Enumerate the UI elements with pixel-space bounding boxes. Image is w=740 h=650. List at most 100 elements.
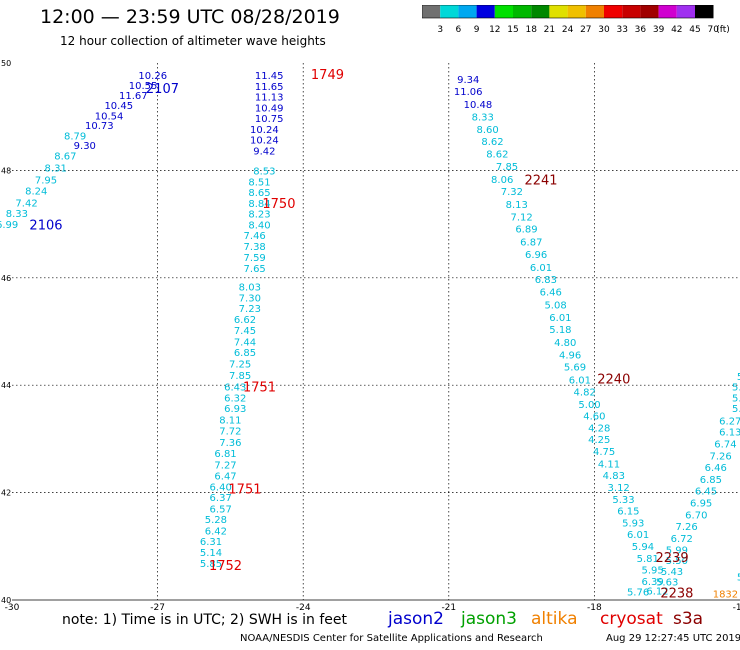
wave-height-label: 9.34	[457, 75, 479, 86]
wave-height-label: 8.06	[491, 175, 513, 186]
wave-height-label: 6.72	[671, 534, 693, 545]
wave-height-label: 4.25	[588, 435, 610, 446]
wave-height-label: 5.8	[732, 404, 740, 415]
wave-height-label: 6.57	[210, 504, 232, 515]
wave-height-label: 10.48	[464, 100, 493, 111]
wave-height-label: 6.01	[549, 313, 571, 324]
wave-height-label: 9.42	[253, 146, 275, 157]
wave-height-label: 6.81	[214, 449, 236, 460]
colorbar-swatch	[531, 5, 550, 18]
x-tick-label: -15	[733, 603, 740, 613]
wave-height-label: 5.4	[732, 393, 740, 404]
pass-time-label: 1751	[228, 483, 261, 498]
legend-jason3: jason3	[461, 609, 517, 629]
colorbar-level: 15	[507, 25, 518, 35]
wave-height-label: 7.26	[675, 522, 697, 533]
wave-height-label: 6.70	[685, 510, 707, 521]
wave-height-label: 8.13	[506, 200, 528, 211]
wave-height-label: 6.45	[695, 487, 717, 498]
wave-height-label: 6.39	[642, 577, 664, 588]
wave-height-label: 6.46	[540, 288, 562, 299]
colorbar-level: 21	[544, 25, 555, 35]
wave-height-label: 5.99	[666, 545, 688, 556]
wave-height-label: 9.30	[74, 141, 96, 152]
wave-height-label: 7.44	[234, 337, 256, 348]
y-tick-label: 44	[1, 381, 11, 390]
wave-height-label: 6.62	[234, 315, 256, 326]
wave-height-label: 8.79	[64, 131, 86, 142]
wave-height-label: 5.08	[544, 300, 566, 311]
legend-cryosat: cryosat	[600, 609, 663, 629]
pass-time-label: 2107	[146, 82, 179, 97]
wave-height-label: 5.28	[205, 515, 227, 526]
y-tick-label: 50	[1, 59, 11, 68]
colorbar-level: 6	[456, 25, 462, 35]
legend-jason2: jason2	[388, 609, 444, 629]
y-tick-label: 48	[1, 166, 11, 175]
colorbar-swatch	[458, 5, 477, 18]
colorbar-level: 45	[689, 25, 700, 35]
wave-height-label: 8.84	[248, 199, 270, 210]
wave-height-label: 6.95	[690, 499, 712, 510]
wave-height-label: 10.55	[129, 81, 158, 92]
wave-height-label: 10.54	[95, 111, 124, 122]
wave-height-label: 11.13	[255, 93, 284, 104]
pass-time-label: 2241	[524, 173, 557, 188]
colorbar-level: 36	[635, 25, 647, 35]
wave-height-label: 5.81	[637, 554, 659, 565]
wave-height-label: 6.89	[515, 225, 537, 236]
wave-height-label: 7.46	[244, 231, 266, 242]
wave-height-label: 4.28	[588, 423, 610, 434]
colorbar-unit: (ft)	[716, 25, 730, 35]
generated-timestamp: Aug 29 12:27:45 UTC 2019	[606, 633, 740, 644]
wave-height-label: 6.01	[530, 263, 552, 274]
pass-time-label: 1750	[262, 197, 295, 212]
wave-height-label: 6.85	[234, 348, 256, 359]
wave-height-label: 8.24	[25, 187, 47, 198]
x-tick-label: -27	[150, 603, 165, 613]
wave-height-label: 5.69	[564, 363, 586, 374]
wave-height-label: 7.45	[234, 326, 256, 337]
wave-height-label: 6.31	[200, 537, 222, 548]
colorbar-level: 12	[489, 25, 500, 35]
wave-height-label: 6.12	[646, 587, 668, 598]
wave-height-label: 11.45	[255, 71, 284, 82]
footnote: note: 1) Time is in UTC; 2) SWH is in fe…	[62, 612, 348, 628]
wave-height-label: 6.87	[520, 238, 542, 249]
wave-height-label: 4.82	[574, 387, 596, 398]
wave-height-label: 5.33	[612, 495, 634, 506]
colorbar-level: 30	[598, 25, 610, 35]
wave-height-label: 7.32	[501, 187, 523, 198]
pass-time-label: 2240	[597, 373, 630, 388]
chart-subtitle: 12 hour collection of altimeter wave hei…	[60, 34, 326, 48]
wave-height-label: 7.65	[244, 264, 266, 275]
wave-height-label: 8.65	[248, 188, 270, 199]
colorbar-swatch	[676, 5, 695, 18]
y-tick-label: 40	[1, 596, 11, 605]
wave-height-label: 8.51	[248, 177, 270, 188]
wave-height-label: 4.80	[554, 338, 576, 349]
wave-height-label: 6.42	[205, 526, 227, 537]
wave-height-label: 7.38	[244, 242, 266, 253]
x-tick-label: -18	[587, 603, 602, 613]
wave-height-label: 11.67	[119, 91, 148, 102]
colorbar-swatch	[622, 5, 641, 18]
pass-time-label: 2238	[660, 586, 693, 601]
chart-title: 12:00 — 23:59 UTC 08/28/2019	[40, 6, 340, 28]
wave-height-label: 6.93	[224, 404, 246, 415]
colorbar-swatch	[440, 5, 459, 18]
colorbar-swatch	[494, 5, 513, 18]
pass-time-label: 1749	[311, 68, 344, 83]
wave-height-label: 5.76	[627, 588, 649, 599]
legend-altika: altika	[531, 609, 578, 629]
wave-height-label: 8.60	[476, 125, 498, 136]
wave-height-label: 6.32	[224, 393, 246, 404]
wave-height-label: 7.27	[214, 460, 236, 471]
wave-height-label: 8.62	[486, 150, 508, 161]
pass-time-label: 2239	[656, 551, 689, 566]
wave-height-label: 6.83	[535, 275, 557, 286]
pass-time-label: 1751	[243, 381, 276, 396]
wave-height-label: 10.26	[138, 71, 167, 82]
x-tick-label: -24	[296, 603, 311, 613]
wave-height-label: 4.96	[559, 350, 581, 361]
